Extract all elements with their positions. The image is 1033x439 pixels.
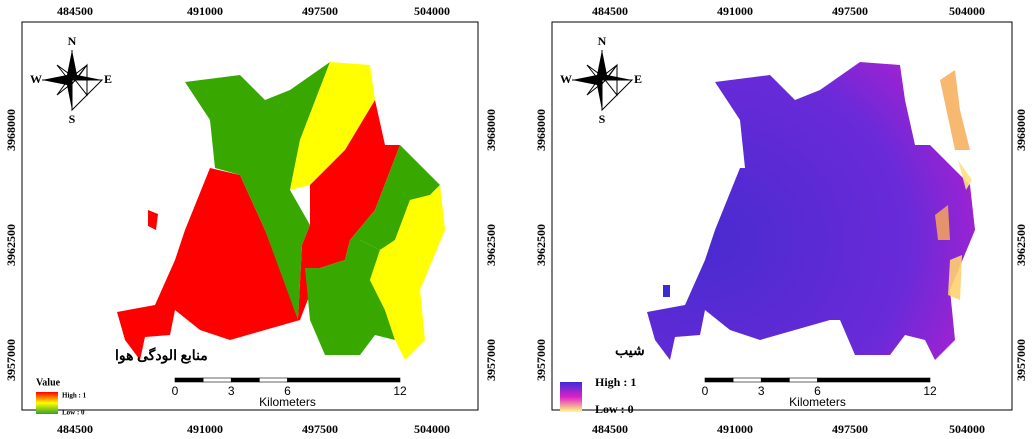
x-coord-label: 504000 (414, 422, 450, 436)
y-coord-label: 3968000 (1014, 109, 1028, 151)
scale-tick-label: 3 (228, 384, 235, 398)
y-coord-label: 3962500 (484, 224, 498, 266)
compass-e: E (634, 72, 642, 86)
x-coord-label: 484500 (592, 4, 628, 18)
legend-title: Value (36, 377, 61, 388)
compass-w: W (560, 72, 572, 86)
scale-tick-label: 0 (702, 384, 709, 398)
legend-high: High : 1 (62, 392, 87, 400)
map-title: منابع الودگی هوا (115, 347, 208, 364)
y-coord-label: 3968000 (534, 109, 548, 151)
compass-s: S (69, 112, 76, 126)
scale-segment (175, 378, 203, 382)
scale-tick-label: 0 (172, 384, 179, 398)
x-coord-label: 504000 (414, 4, 450, 18)
legend-ramp (36, 392, 58, 414)
x-coord-label: 497500 (832, 422, 868, 436)
legend-high: High : 1 (595, 375, 636, 389)
slope-patch (663, 285, 670, 297)
x-coord-label: 504000 (949, 422, 985, 436)
compass-w: W (30, 72, 42, 86)
scale-unit: Kilometers (259, 395, 316, 409)
scale-segment (761, 378, 789, 382)
compass-n: N (598, 34, 607, 48)
compass-n: N (68, 34, 77, 48)
y-coord-label: 3957000 (1014, 339, 1028, 381)
x-coord-label: 491000 (187, 4, 223, 18)
y-coord-label: 3957000 (534, 339, 548, 381)
map-panel: 484500 484500 491000 491000 497500 497500 5040… (4, 4, 498, 436)
map-figure: 484500 484500 491000 491000 497500 497500 5040… (0, 0, 1033, 439)
scale-segment (818, 378, 931, 382)
scale-tick-label: 12 (393, 384, 407, 398)
x-coord-label: 484500 (592, 422, 628, 436)
legend-low: Low : 0 (62, 409, 85, 417)
scale-segment (259, 378, 287, 382)
compass-e: E (104, 72, 112, 86)
x-coord-label: 504000 (949, 4, 985, 18)
scale-segment (733, 378, 761, 382)
scale-tick-label: 12 (923, 384, 937, 398)
scale-segment (705, 378, 733, 382)
x-coord-label: 491000 (717, 4, 753, 18)
x-coord-label: 491000 (187, 422, 223, 436)
legend-ramp (560, 382, 582, 412)
scale-segment (789, 378, 817, 382)
x-coord-label: 497500 (302, 422, 338, 436)
y-coord-label: 3962500 (534, 224, 548, 266)
compass-s: S (599, 112, 606, 126)
y-coord-label: 3968000 (4, 109, 18, 151)
scale-tick-label: 3 (758, 384, 765, 398)
y-coord-label: 3968000 (484, 109, 498, 151)
scale-segment (231, 378, 259, 382)
map-title: شیب (615, 344, 645, 359)
legend-low: Low : 0 (595, 402, 634, 416)
x-coord-label: 484500 (57, 4, 93, 18)
map-panel: 484500 484500 491000 491000 497500 497500 5040… (534, 4, 1028, 436)
steep-patch (948, 255, 962, 300)
x-coord-label: 491000 (717, 422, 753, 436)
y-coord-label: 3962500 (4, 224, 18, 266)
y-coord-label: 3957000 (484, 339, 498, 381)
scale-segment (288, 378, 401, 382)
scale-unit: Kilometers (789, 395, 846, 409)
x-coord-label: 484500 (57, 422, 93, 436)
y-coord-label: 3962500 (1014, 224, 1028, 266)
x-coord-label: 497500 (302, 4, 338, 18)
x-coord-label: 497500 (832, 4, 868, 18)
y-coord-label: 3957000 (4, 339, 18, 381)
scale-segment (203, 378, 231, 382)
